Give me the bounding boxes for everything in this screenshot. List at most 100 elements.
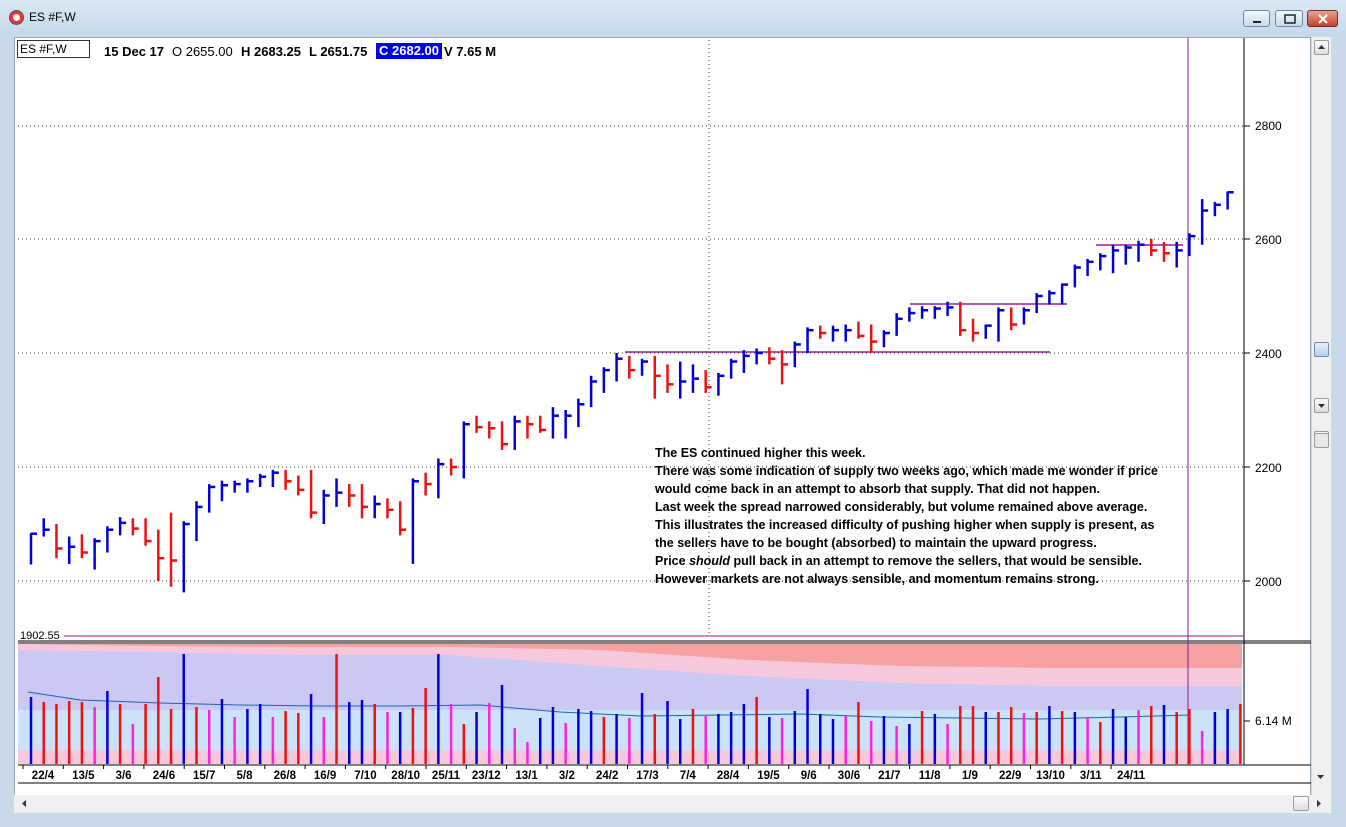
price-bar [857,321,865,339]
price-bar [424,472,432,496]
price-bar [1213,201,1221,217]
x-axis-label: 26/8 [274,770,297,782]
symbol-field[interactable]: ES #F,W [17,40,90,58]
price-bar [1022,307,1030,325]
price-bar [118,517,127,536]
price-bar [67,536,76,564]
price-bar [169,512,178,587]
vertical-scroll-thumb[interactable] [1314,342,1329,357]
minimize-button[interactable] [1243,10,1270,27]
x-axis-label: 5/8 [237,770,254,782]
vertical-scrollbar[interactable] [1312,37,1331,809]
price-bar [55,524,63,559]
price-bar [1162,241,1170,262]
x-axis-label: 15/7 [193,770,215,782]
price-bar [602,367,610,393]
price-bar [220,480,228,502]
price-bar [882,330,890,348]
x-axis-label: 24/2 [596,770,618,782]
price-bar [297,475,305,496]
x-axis-label: 28/10 [391,770,420,782]
price-bar [946,301,954,316]
horizontal-scroll-thumb[interactable] [1293,796,1309,811]
price-bar [1175,241,1183,268]
price-bar [29,532,37,565]
x-axis-label: 3/6 [116,770,132,782]
price-bar [42,518,50,537]
price-tick-label: 2000 [1255,575,1282,589]
low-price-label: 1902.55 [20,630,60,642]
x-axis-label: 13/10 [1036,770,1065,782]
header-open: O 2655.00 [172,44,233,59]
close-button[interactable] [1307,10,1338,27]
price-bar [526,415,534,439]
annotation-line: the sellers have to be bought (absorbed)… [655,536,1097,550]
price-bar [628,355,636,379]
header-close: C 2682.00 [376,43,442,59]
x-axis-label: 3/2 [559,770,575,782]
price-bar [615,353,623,382]
price-bar [819,325,827,339]
price-bar [920,306,929,319]
price-bar [780,350,789,385]
price-bar [386,498,394,519]
x-axis-label: 13/1 [515,770,538,782]
header-low: L 2651.75 [309,44,368,59]
scroll-down-button[interactable] [1314,398,1329,413]
price-bar [1226,191,1234,210]
x-axis-label: 3/11 [1080,770,1102,782]
price-bar [1111,244,1120,274]
price-bar [207,484,216,513]
x-axis-label: 25/11 [432,770,461,782]
x-axis-label: 28/4 [717,770,740,782]
price-bar [1188,233,1196,257]
price-bar [755,348,763,365]
price-bar [678,361,687,399]
scroll-up-button[interactable] [1314,40,1329,55]
price-tick-label: 2800 [1255,119,1282,133]
x-axis-label: 16/9 [314,770,336,782]
price-bar [322,489,330,524]
price-bar [768,347,776,365]
price-tick-label: 2600 [1255,233,1282,247]
price-bar [577,398,585,428]
scroll-right-button[interactable] [1312,796,1327,811]
price-bar [640,358,649,376]
price-bar [691,364,699,393]
price-bar [717,372,725,396]
price-bar [284,469,292,490]
price-bar [488,421,496,439]
chart-annotation: The ES continued higher this week. There… [655,444,1158,588]
header-volume: V 7.65 M [444,44,497,59]
price-bar [564,410,572,439]
price-bar [437,458,445,499]
price-bar [1149,239,1158,257]
price-bar [806,327,814,353]
price-bar [869,324,878,353]
price-bar [1035,293,1043,314]
x-axis-label: 30/6 [838,770,860,782]
x-axis-label: 17/3 [636,770,658,782]
price-bar [959,301,967,336]
volume-scroll-thumb[interactable] [1314,433,1329,448]
price-bar [462,421,470,479]
volume-tick-label: 6.14 M [1255,714,1292,728]
x-axis-label: 21/7 [878,770,900,782]
horizontal-scrollbar[interactable] [14,795,1331,813]
price-bar [1009,307,1018,331]
maximize-button[interactable] [1275,10,1303,27]
price-bar [373,495,381,519]
price-bar [335,478,343,507]
price-bar [551,407,559,439]
x-axis-label: 22/9 [999,770,1021,782]
price-bar [653,355,661,399]
price-bar [398,501,407,536]
price-bar [131,518,139,536]
scroll-left-button[interactable] [18,796,33,811]
x-axis-label: 7/4 [680,770,697,782]
annotation-line: Last week the spread narrowed considerab… [655,500,1148,514]
price-bar [997,307,1005,342]
scroll-down-button[interactable] [1314,770,1329,785]
price-bar [831,325,839,342]
